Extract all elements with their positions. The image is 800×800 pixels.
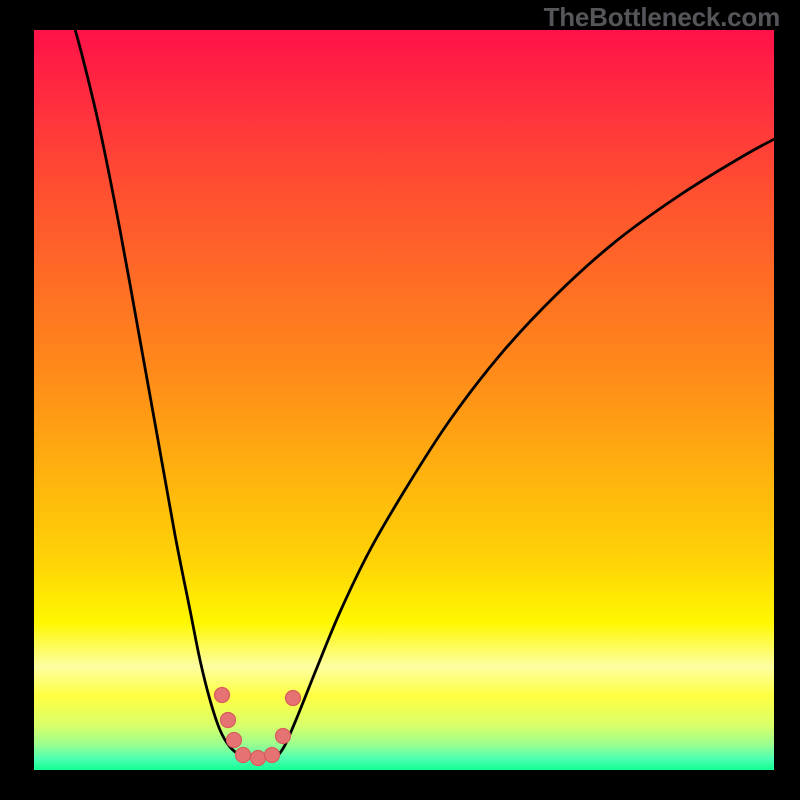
marker-point xyxy=(276,729,291,744)
bottleneck-chart xyxy=(0,0,800,800)
marker-point xyxy=(251,751,266,766)
marker-point xyxy=(286,691,301,706)
plot-area xyxy=(34,30,774,770)
marker-point xyxy=(215,688,230,703)
marker-point xyxy=(227,733,242,748)
marker-point xyxy=(221,713,236,728)
marker-point xyxy=(236,748,251,763)
marker-point xyxy=(265,748,280,763)
watermark-text: TheBottleneck.com xyxy=(544,2,780,33)
